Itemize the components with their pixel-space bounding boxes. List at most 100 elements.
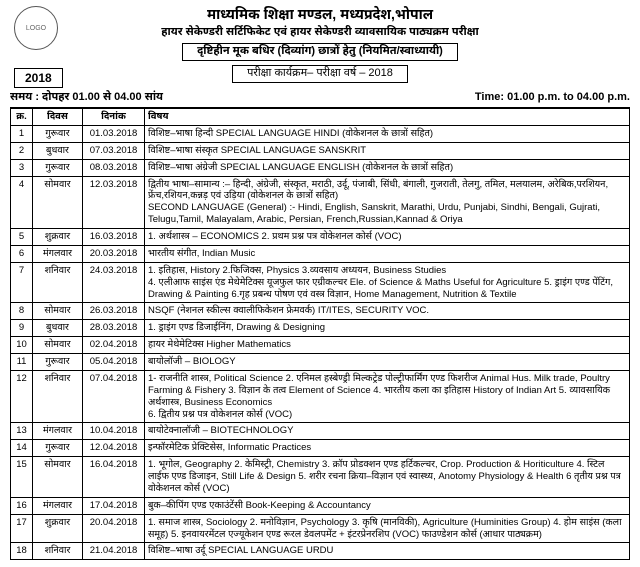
table-row: 11गुरूवार05.04.2018बायोलॉजी – BIOLOGY: [11, 354, 630, 371]
cell-subject: बुक–कीपिंग एण्ड एकाउंटेंसी Book-Keeping …: [145, 497, 630, 514]
cell-date: 12.04.2018: [83, 440, 145, 457]
cell-subject: भारतीय संगीत, Indian Music: [145, 245, 630, 262]
cell-date: 08.03.2018: [83, 159, 145, 176]
time-row: समय : दोपहर 01.00 से 04.00 सांय Time: 01…: [10, 89, 630, 108]
cell-sr: 4: [11, 176, 33, 229]
cell-sr: 3: [11, 159, 33, 176]
cell-subject: बायोलॉजी – BIOLOGY: [145, 354, 630, 371]
col-subject: विषय: [145, 109, 630, 126]
cell-day: मंगलवार: [33, 423, 83, 440]
cell-date: 07.04.2018: [83, 370, 145, 423]
cell-sr: 2: [11, 142, 33, 159]
table-header-row: क्र. दिवस दिनांक विषय: [11, 109, 630, 126]
col-day: दिवस: [33, 109, 83, 126]
cell-sr: 1: [11, 125, 33, 142]
cell-day: शनिवार: [33, 543, 83, 560]
schedule-table: क्र. दिवस दिनांक विषय 1गुरूवार01.03.2018…: [10, 108, 630, 560]
table-row: 9बुधवार28.03.20181. ड्राइंग एण्ड डिजाईनि…: [11, 320, 630, 337]
table-row: 10सोमवार02.04.2018हायर मेथेमेटिक्स Highe…: [11, 337, 630, 354]
cell-day: मंगलवार: [33, 245, 83, 262]
cell-sr: 16: [11, 497, 33, 514]
cell-subject: विशिष्ट–भाषा अंग्रेजी SPECIAL LANGUAGE E…: [145, 159, 630, 176]
exam-line3: परीक्षा कार्यक्रम– परीक्षा वर्ष – 2018: [232, 65, 408, 83]
exam-line2: दृष्टिहीन मूक बधिर (दिव्यांग) छात्रों हे…: [182, 43, 458, 61]
cell-day: बुधवार: [33, 142, 83, 159]
cell-sr: 10: [11, 337, 33, 354]
cell-subject: बायोटेक्नालॉजी – BIOTECHNOLOGY: [145, 423, 630, 440]
col-date: दिनांक: [83, 109, 145, 126]
cell-day: शुक्रवार: [33, 514, 83, 543]
cell-sr: 14: [11, 440, 33, 457]
cell-sr: 5: [11, 229, 33, 246]
cell-date: 26.03.2018: [83, 303, 145, 320]
cell-subject: हायर मेथेमेटिक्स Higher Mathematics: [145, 337, 630, 354]
cell-date: 16.03.2018: [83, 229, 145, 246]
cell-day: बुधवार: [33, 320, 83, 337]
board-logo: LOGO: [14, 6, 58, 50]
cell-sr: 8: [11, 303, 33, 320]
cell-date: 21.04.2018: [83, 543, 145, 560]
cell-date: 17.04.2018: [83, 497, 145, 514]
table-row: 15सोमवार16.04.20181. भूगोल, Geography 2.…: [11, 457, 630, 498]
cell-sr: 18: [11, 543, 33, 560]
cell-subject: 1- राजनीति शास्त्र, Political Science 2.…: [145, 370, 630, 423]
table-row: 3गुरूवार08.03.2018विशिष्ट–भाषा अंग्रेजी …: [11, 159, 630, 176]
cell-subject: 1. समाज शास्त्र, Sociology 2. मनोविज्ञान…: [145, 514, 630, 543]
cell-sr: 7: [11, 262, 33, 303]
cell-day: गुरूवार: [33, 125, 83, 142]
cell-date: 16.04.2018: [83, 457, 145, 498]
cell-date: 24.03.2018: [83, 262, 145, 303]
cell-subject: विशिष्ट–भाषा हिन्दी SPECIAL LANGUAGE HIN…: [145, 125, 630, 142]
cell-day: सोमवार: [33, 337, 83, 354]
table-row: 2बुधवार07.03.2018विशिष्ट–भाषा संस्कृत SP…: [11, 142, 630, 159]
cell-subject: विशिष्ट–भाषा उर्दू SPECIAL LANGUAGE URDU: [145, 543, 630, 560]
cell-subject: द्वितीय भाषा–सामान्य :– हिन्दी, अंग्रेजी…: [145, 176, 630, 229]
table-row: 5शुक्रवार16.03.20181. अर्थशास्त्र – ECON…: [11, 229, 630, 246]
document-header: LOGO माध्यमिक शिक्षा मण्डल, मध्यप्रदेश,भ…: [10, 6, 630, 85]
cell-date: 07.03.2018: [83, 142, 145, 159]
cell-sr: 13: [11, 423, 33, 440]
cell-date: 20.04.2018: [83, 514, 145, 543]
col-sr: क्र.: [11, 109, 33, 126]
table-row: 13मंगलवार10.04.2018बायोटेक्नालॉजी – BIOT…: [11, 423, 630, 440]
cell-subject: NSQF (नेशनल स्कील्स क्वालीफिकेशन फ्रेमवर…: [145, 303, 630, 320]
table-row: 8सोमवार26.03.2018NSQF (नेशनल स्कील्स क्व…: [11, 303, 630, 320]
table-row: 6मंगलवार20.03.2018भारतीय संगीत, Indian M…: [11, 245, 630, 262]
cell-date: 01.03.2018: [83, 125, 145, 142]
time-hindi: समय : दोपहर 01.00 से 04.00 सांय: [10, 91, 163, 105]
exam-line1: हायर सेकेण्डरी सर्टिफिकेट एवं हायर सेकेण…: [10, 26, 630, 40]
cell-date: 12.03.2018: [83, 176, 145, 229]
table-row: 16मंगलवार17.04.2018बुक–कीपिंग एण्ड एकाउं…: [11, 497, 630, 514]
cell-date: 10.04.2018: [83, 423, 145, 440]
cell-day: मंगलवार: [33, 497, 83, 514]
cell-sr: 17: [11, 514, 33, 543]
year-box: 2018: [14, 68, 63, 88]
table-row: 1गुरूवार01.03.2018विशिष्ट–भाषा हिन्दी SP…: [11, 125, 630, 142]
cell-day: शनिवार: [33, 370, 83, 423]
cell-day: सोमवार: [33, 303, 83, 320]
time-english: Time: 01.00 p.m. to 04.00 p.m.: [475, 91, 630, 105]
cell-day: शुक्रवार: [33, 229, 83, 246]
cell-date: 28.03.2018: [83, 320, 145, 337]
cell-date: 05.04.2018: [83, 354, 145, 371]
cell-date: 20.03.2018: [83, 245, 145, 262]
table-row: 17शुक्रवार20.04.20181. समाज शास्त्र, Soc…: [11, 514, 630, 543]
board-name: माध्यमिक शिक्षा मण्डल, मध्यप्रदेश,भोपाल: [10, 6, 630, 25]
cell-subject: इन्फॉरमेटिक प्रेक्टिसेस, Informatic Prac…: [145, 440, 630, 457]
table-row: 4सोमवार12.03.2018द्वितीय भाषा–सामान्य :–…: [11, 176, 630, 229]
table-row: 18शनिवार21.04.2018विशिष्ट–भाषा उर्दू SPE…: [11, 543, 630, 560]
cell-sr: 11: [11, 354, 33, 371]
cell-day: गुरूवार: [33, 354, 83, 371]
table-row: 12शनिवार07.04.20181- राजनीति शास्त्र, Po…: [11, 370, 630, 423]
cell-subject: 1. इतिहास, History 2.फिजिक्स, Physics 3.…: [145, 262, 630, 303]
cell-date: 02.04.2018: [83, 337, 145, 354]
cell-subject: 1. भूगोल, Geography 2. केमिस्ट्री, Chemi…: [145, 457, 630, 498]
cell-sr: 9: [11, 320, 33, 337]
cell-day: गुरूवार: [33, 440, 83, 457]
cell-subject: विशिष्ट–भाषा संस्कृत SPECIAL LANGUAGE SA…: [145, 142, 630, 159]
cell-subject: 1. ड्राइंग एण्ड डिजाईनिंग, Drawing & Des…: [145, 320, 630, 337]
cell-subject: 1. अर्थशास्त्र – ECONOMICS 2. प्रथम प्रश…: [145, 229, 630, 246]
cell-day: शनिवार: [33, 262, 83, 303]
cell-sr: 15: [11, 457, 33, 498]
table-row: 7शनिवार24.03.20181. इतिहास, History 2.फि…: [11, 262, 630, 303]
